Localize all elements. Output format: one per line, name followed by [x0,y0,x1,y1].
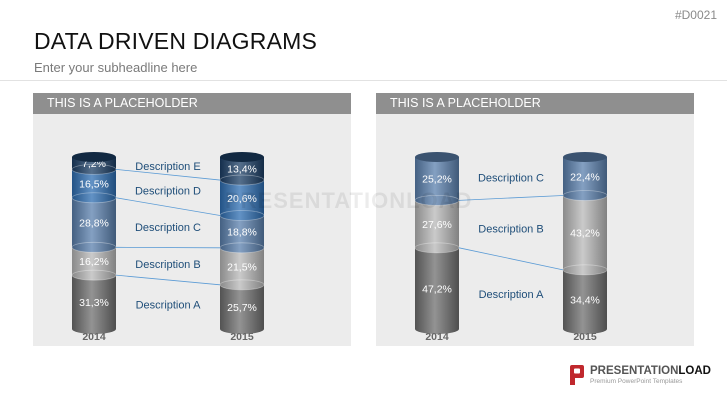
category-label: 2014 [82,331,106,343]
bar-segment-2014-3 [72,169,116,203]
page-title: DATA DRIVEN DIAGRAMS [34,28,318,54]
value-label: 21,5% [227,261,257,273]
value-label: 16,2% [79,256,109,268]
bar-2014: 31,3%16,2%28,8%16,5%7,2% [71,152,117,334]
brand-logo: PRESENTATIONLOAD Premium PowerPoint Temp… [570,364,720,392]
series-label: Description C [478,172,544,184]
connector-line [115,246,221,249]
connector-line [458,195,564,201]
watermark: PRESENTATIONLOAD [225,188,473,213]
connector-line [115,168,221,181]
panel-header-right: THIS IS A PLACEHOLDER [376,93,694,114]
series-label: Description B [478,223,543,235]
value-label: 34,4% [570,294,600,306]
value-label: 28,8% [79,218,109,230]
bar-segment-2015-1 [563,195,607,275]
brand-tagline: Premium PowerPoint Templates [590,378,683,385]
bar-top-cap [563,152,607,162]
slide-id: #D0021 [674,8,717,22]
connector-line [458,247,564,271]
bar-2014: 47,2% 27,6% 25,2% [414,152,460,334]
brand-p-icon [570,365,584,385]
bar-top-cap [220,152,264,162]
value-label: 43,2% [570,228,600,240]
bar-segment-2014-4 [72,157,116,175]
value-label: 25,7% [227,302,257,314]
bar-segment-2014-1 [415,200,459,253]
bar-segment-2015-0 [220,284,264,334]
bar-segment-2015-2 [220,215,264,253]
series-label: Description B [135,259,200,271]
series-label: Description C [135,222,201,234]
value-label: 16,5% [79,179,109,191]
bar-segment-2015-4 [220,157,264,186]
chart-panel-left: THIS IS A PLACEHOLDER 31,3% 16,2% 28,8% 16,… [33,93,351,346]
bar-segment-2015-2 [563,157,607,201]
segment-separator [219,210,265,221]
page-subtitle: Enter your subheadline here [34,60,198,75]
segment-separator [219,174,265,186]
chart-right: 47,2% 27,6% 25,2% 2014 34,4% 43,2% 22,4% 2015 De… [414,152,608,343]
series-label: Description D [135,186,201,198]
bar-top-cap [72,152,116,162]
header-divider [0,80,727,81]
bar-segment-2015-1 [220,247,264,290]
chart-left: 31,3%16,2%28,8%16,5%7,2%201425,7%21,5%18… [71,152,265,343]
connector-line [115,274,221,286]
category-label: 2015 [230,331,254,343]
series-label: Description E [135,161,200,173]
series-label: Description A [479,289,544,301]
brand-name: PRESENTATIONLOAD [590,365,711,377]
bar-2015: 34,4% 43,2% 22,4% [562,152,608,334]
segment-separator [219,279,265,291]
bar-segment-2015-0 [563,269,607,334]
bar-segment-2014-2 [72,197,116,253]
value-label: 25,2% [422,174,452,186]
bar-2015: 25,7% 21,5% 18,8% 20,6% 13,4% [219,152,265,334]
panel-header-left: THIS IS A PLACEHOLDER [33,93,351,114]
value-label: 47,2% [422,283,452,295]
value-label: 22,4% [570,171,600,183]
bar-segment-2014-2 [415,157,459,206]
connector-line [115,197,221,216]
category-label: 2014 [425,331,449,343]
bar-segment-2015-3 [220,180,264,221]
value-label: 31,3% [79,297,109,309]
value-label: 13,4% [227,164,257,176]
value-label: 27,6% [422,219,452,231]
bar-segment-2014-0 [415,247,459,334]
chart-panel-right: THIS IS A PLACEHOLDER 47,2% 27,6% 25,2% 201… [376,93,694,346]
bar-segment-2014-1 [72,247,116,281]
series-label: Description A [136,299,201,311]
bar-top-cap [415,152,459,162]
bar-segment-2014-0 [72,275,116,334]
value-label: 20,6% [227,193,257,205]
value-label: 18,8% [227,227,257,239]
category-label: 2015 [573,331,597,343]
